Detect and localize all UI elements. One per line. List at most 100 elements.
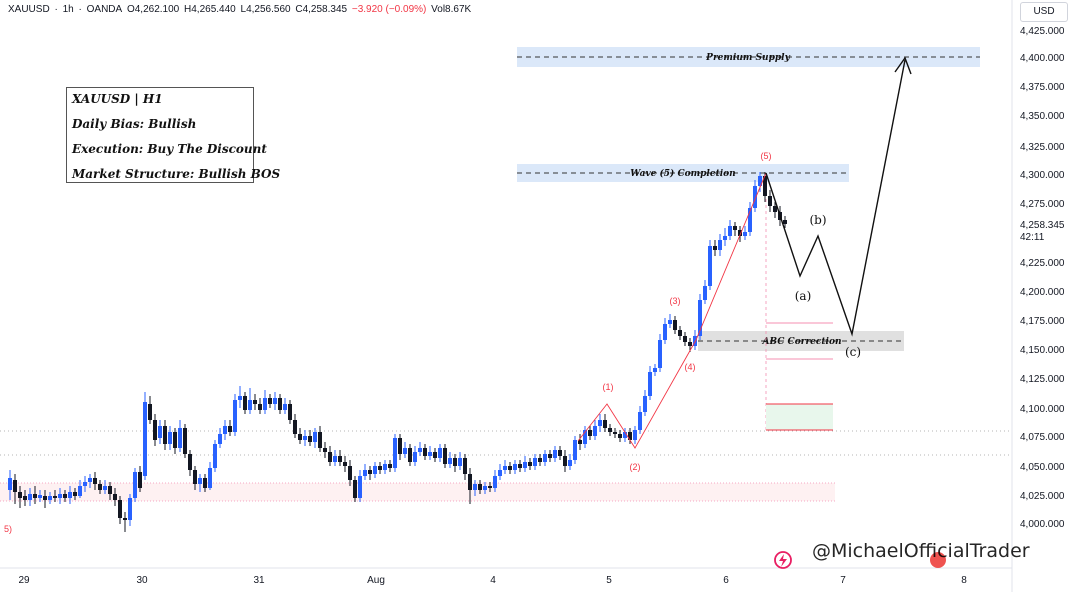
symbol-label[interactable]: XAUUSD <box>8 4 50 15</box>
current-price-label: 4,258.345 <box>1020 220 1065 231</box>
candle-body <box>603 420 607 428</box>
info-line-execution: Execution: Buy The Discount <box>72 142 267 156</box>
emoji-icon-face <box>930 552 946 568</box>
info-line-bias: Daily Bias: Bullish <box>72 117 197 131</box>
candle-body <box>203 478 207 488</box>
candle-body <box>343 462 347 466</box>
price-tick: 4,000.000 <box>1020 519 1065 530</box>
candle-body <box>548 454 552 458</box>
candle-body <box>333 456 337 462</box>
candle-body <box>543 454 547 462</box>
candle-body <box>278 398 282 410</box>
candle-body <box>663 324 667 340</box>
high-value: H4,265.440 <box>184 4 236 15</box>
candle-body <box>748 208 752 232</box>
candle-body <box>618 434 622 438</box>
author-watermark: @MichaelOfficialTrader <box>812 540 1030 562</box>
candle-body <box>433 452 437 458</box>
candle-body <box>13 480 17 492</box>
candle-body <box>163 426 167 444</box>
candle-body <box>498 470 502 476</box>
candle-body <box>373 466 377 474</box>
candle-body <box>673 320 677 330</box>
price-tick: 4,350.000 <box>1020 111 1065 122</box>
wave-label-c: (c) <box>845 345 861 359</box>
candle-body <box>368 470 372 474</box>
abc-label: ABC Correction <box>761 337 841 347</box>
wave-label-b: (b) <box>809 213 826 227</box>
candle-body <box>103 486 107 490</box>
info-box[interactable]: XAUUSD | H1 Daily Bias: Bullish Executio… <box>66 87 280 183</box>
candle-body <box>513 464 517 470</box>
candle-body <box>398 438 402 454</box>
price-tick: 4,425.000 <box>1020 26 1065 37</box>
candle-body <box>78 486 82 496</box>
price-tick: 4,025.000 <box>1020 491 1065 502</box>
open-value: O4,262.100 <box>126 4 180 15</box>
price-tick: 4,225.000 <box>1020 258 1065 269</box>
candle-body <box>633 430 637 440</box>
candle-body <box>328 452 332 462</box>
currency-badge[interactable]: USD <box>1020 2 1068 22</box>
candle-body <box>53 496 57 498</box>
candle-body <box>503 466 507 470</box>
time-tick: 30 <box>136 575 148 586</box>
candle-body <box>258 404 262 410</box>
candle-body <box>208 468 212 488</box>
price-tick: 4,325.000 <box>1020 142 1065 153</box>
candle-body <box>88 478 92 482</box>
candle-body <box>58 494 62 498</box>
profit-zone <box>766 404 833 430</box>
candle-body <box>193 470 197 484</box>
candle-body <box>223 426 227 434</box>
candle-body <box>93 478 97 484</box>
candle-body <box>348 466 352 480</box>
candle-body <box>288 404 292 420</box>
candle-body <box>553 450 557 458</box>
candle-body <box>698 300 702 336</box>
separator-dot: · <box>54 4 58 15</box>
wave-label-3: (3) <box>670 296 681 306</box>
candle-body <box>358 476 362 498</box>
candle-body <box>43 496 47 500</box>
candle-body <box>418 448 422 452</box>
impulse-wave-line <box>577 172 767 449</box>
lightning-icon-bolt <box>779 554 787 567</box>
candle-body <box>8 478 12 490</box>
time-tick: 6 <box>723 575 729 586</box>
info-line-symbol: XAUUSD | H1 <box>72 92 163 106</box>
candle-body <box>588 430 592 436</box>
info-line-structure: Market Structure: Bullish BOS <box>72 167 281 181</box>
wave-label-edge: 5) <box>4 524 12 534</box>
candle-body <box>493 476 497 488</box>
candle-body <box>23 496 27 500</box>
candle-body <box>653 368 657 372</box>
interval-label[interactable]: 1h <box>62 4 74 15</box>
candle-body <box>718 240 722 250</box>
price-tick: 4,200.000 <box>1020 287 1065 298</box>
candle-body <box>613 432 617 434</box>
candle-body <box>453 458 457 466</box>
wave5-label: Wave (5) Completion <box>630 168 735 179</box>
separator-dot: · <box>78 4 82 15</box>
candle-body <box>173 432 177 448</box>
candle-body <box>448 458 452 464</box>
candle-body <box>623 432 627 438</box>
wave-label-4: (4) <box>685 362 696 372</box>
candle-body <box>408 448 412 462</box>
candle-body <box>648 372 652 396</box>
candle-body <box>683 336 687 342</box>
candle-body <box>268 398 272 404</box>
candle-body <box>413 452 417 462</box>
candle-body <box>608 428 612 432</box>
candle-body <box>508 466 512 470</box>
time-tick: 31 <box>253 575 265 586</box>
candle-body <box>293 420 297 434</box>
candle-body <box>198 478 202 484</box>
ohlc-legend: XAUUSD · 1h · OANDA O4,262.100 H4,265.44… <box>8 4 473 15</box>
candle-body <box>678 330 682 336</box>
time-tick: 29 <box>18 575 30 586</box>
candle-body <box>658 340 662 368</box>
